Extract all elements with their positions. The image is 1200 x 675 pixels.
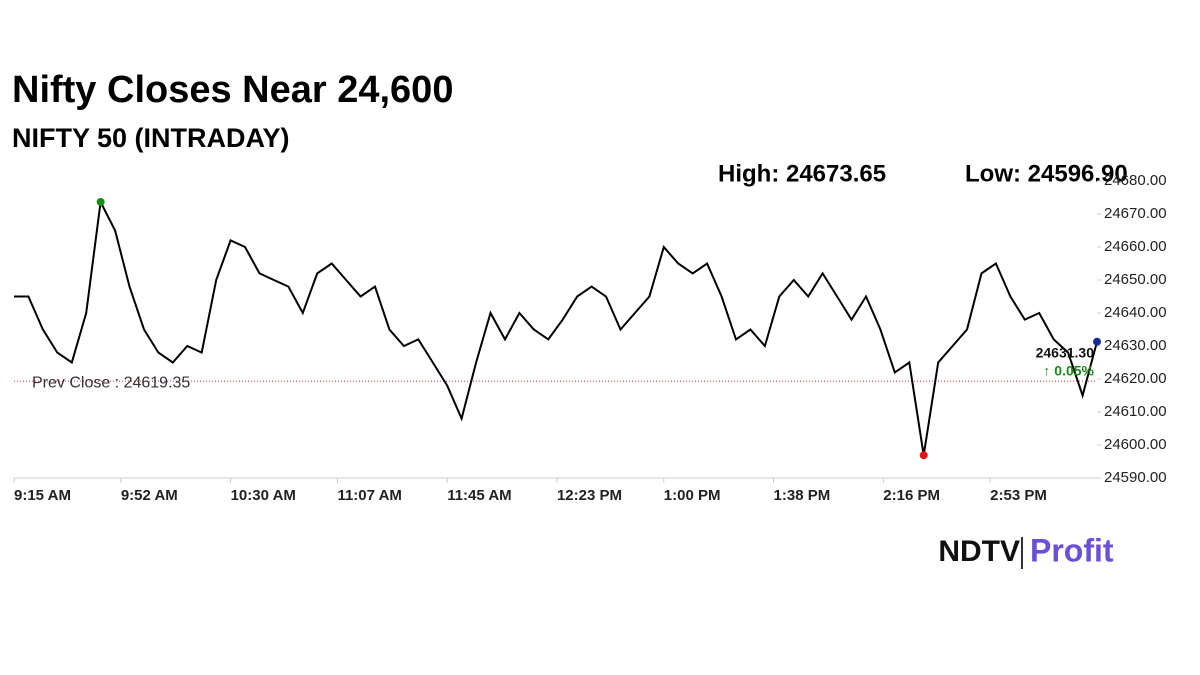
x-tick-label: 1:00 PM bbox=[664, 487, 721, 504]
x-tick-label: 2:53 PM bbox=[990, 487, 1047, 504]
x-tick-label: 11:45 AM bbox=[447, 487, 511, 504]
x-tick-label: 12:23 PM bbox=[557, 487, 622, 504]
x-tick-label: 11:07 AM bbox=[337, 487, 401, 504]
y-tick-label: 24670.00 bbox=[1104, 205, 1167, 222]
y-tick-label: 24680.00 bbox=[1104, 172, 1167, 189]
chart-title: Nifty Closes Near 24,600 bbox=[12, 69, 453, 111]
high-label: High: 24673.65 bbox=[718, 160, 886, 187]
low-dot bbox=[919, 451, 928, 460]
y-tick-label: 24610.00 bbox=[1104, 403, 1167, 420]
y-tick-label: 24650.00 bbox=[1104, 271, 1167, 288]
logo-profit: Profit bbox=[1030, 532, 1114, 568]
prev-close-label: Prev Close : 24619.35 bbox=[32, 374, 190, 391]
y-tick-label: 24620.00 bbox=[1104, 370, 1167, 387]
y-tick-label: 24640.00 bbox=[1104, 304, 1167, 321]
change-label: ↑ 0.05% bbox=[1043, 362, 1094, 378]
x-tick-label: 1:38 PM bbox=[774, 487, 831, 504]
y-tick-label: 24660.00 bbox=[1104, 238, 1167, 255]
logo-ndtv: NDTV bbox=[938, 535, 1020, 568]
last-value-label: 24631.30 bbox=[1036, 344, 1095, 360]
x-tick-label: 9:52 AM bbox=[121, 487, 178, 504]
x-tick-label: 9:15 AM bbox=[14, 487, 71, 504]
price-line bbox=[14, 198, 1098, 456]
x-tick-label: 10:30 AM bbox=[231, 487, 296, 504]
last-dot bbox=[1093, 337, 1101, 346]
y-tick-label: 24600.00 bbox=[1104, 436, 1167, 453]
x-tick-label: 2:16 PM bbox=[883, 487, 940, 504]
low-label: Low: 24596.90 bbox=[965, 160, 1128, 187]
chart-subtitle: NIFTY 50 (INTRADAY) bbox=[12, 123, 290, 153]
y-tick-label: 24630.00 bbox=[1104, 337, 1167, 354]
high-dot bbox=[96, 197, 105, 206]
y-tick-label: 24590.00 bbox=[1104, 469, 1167, 486]
